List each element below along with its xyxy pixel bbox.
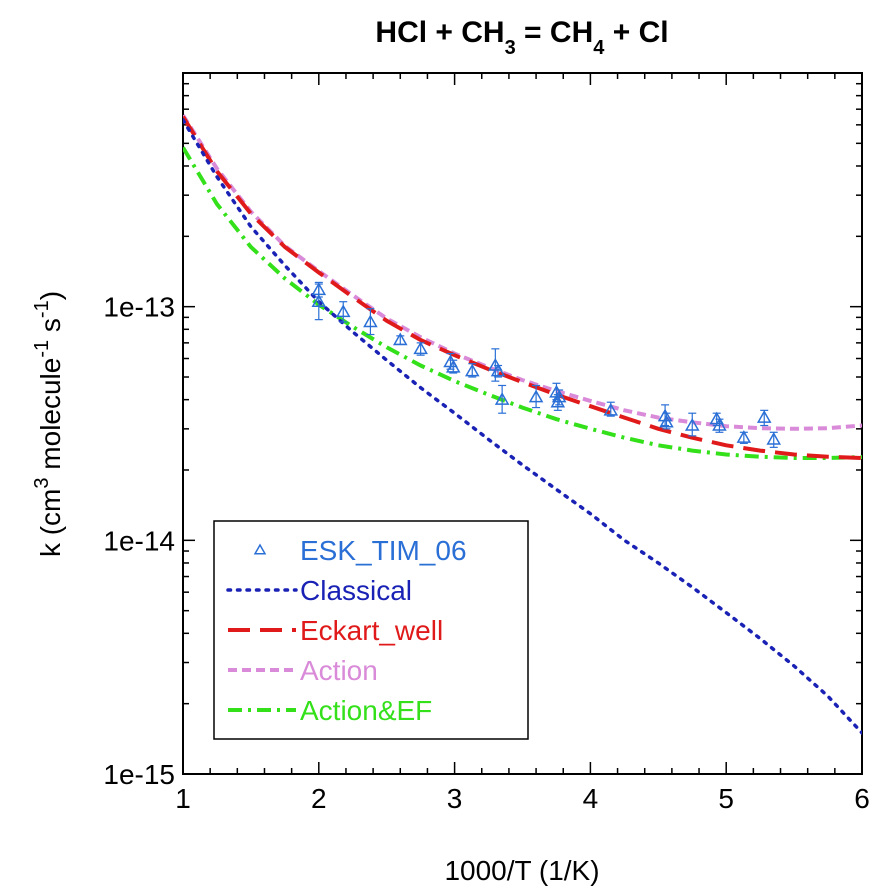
triangle-marker xyxy=(528,389,544,403)
axis-ticks xyxy=(182,73,863,775)
y-tick-label: 1e-14 xyxy=(103,525,175,556)
triangle-marker xyxy=(659,414,674,428)
series-line-action xyxy=(183,114,862,431)
data-point xyxy=(684,412,700,437)
x-tick-labels: 1 2 3 4 5 6 xyxy=(175,783,870,814)
data-point xyxy=(528,384,544,409)
triangle-marker xyxy=(363,314,378,328)
x-axis-title: 1000/T (1/K) xyxy=(444,855,599,886)
data-point xyxy=(392,332,408,346)
x-tick-label: 3 xyxy=(447,783,463,814)
triangle-marker xyxy=(657,408,673,422)
legend-label: ESK_TIM_06 xyxy=(300,535,467,566)
legend-item: Eckart_well xyxy=(228,615,443,646)
triangle-marker xyxy=(445,359,461,373)
triangle-marker xyxy=(464,363,480,377)
data-point xyxy=(445,359,461,374)
x-tick-label: 6 xyxy=(854,783,870,814)
legend-label: Classical xyxy=(300,575,412,606)
triangle-marker xyxy=(311,282,327,296)
x-tick-label: 4 xyxy=(583,783,599,814)
x-tick-label: 2 xyxy=(311,783,327,814)
triangle-marker xyxy=(766,432,782,445)
triangle-marker xyxy=(392,332,408,346)
data-point xyxy=(335,301,351,323)
data-point xyxy=(766,431,782,448)
legend-marker xyxy=(253,543,267,555)
triangle-marker xyxy=(712,418,727,431)
series-line-eckart-well xyxy=(183,115,862,460)
triangle-marker xyxy=(756,410,772,423)
legend-item: Classical xyxy=(226,575,412,606)
legend-label: Action xyxy=(300,655,378,686)
legend-item: Action xyxy=(228,655,378,686)
triangle-marker xyxy=(603,402,619,416)
series-line-classical xyxy=(183,118,862,735)
legend-label: Action&EF xyxy=(300,695,432,726)
data-point xyxy=(659,412,674,430)
legend-label: Eckart_well xyxy=(300,615,443,646)
triangle-marker xyxy=(413,341,428,355)
data-point xyxy=(490,363,506,378)
legend: ESK_TIM_06 Classical Eckart_well Action Acti… xyxy=(213,520,529,740)
triangle-marker xyxy=(490,363,506,377)
triangle-marker xyxy=(494,392,510,405)
data-point xyxy=(413,341,428,356)
x-tick-label: 1 xyxy=(175,783,191,814)
data-point xyxy=(494,384,510,414)
triangle-marker xyxy=(551,389,567,403)
data-point xyxy=(712,418,727,433)
data-point xyxy=(603,401,619,417)
data-point xyxy=(464,363,480,378)
y-tick-labels: 1e-15 1e-14 1e-13 xyxy=(103,292,175,790)
series-lines xyxy=(183,114,862,735)
triangle-marker xyxy=(335,304,351,318)
chart-title: HCl + CH3 = CH4 + Cl xyxy=(375,16,668,59)
data-point xyxy=(363,308,378,336)
data-point xyxy=(551,389,567,406)
experimental-points xyxy=(311,281,782,448)
triangle-marker xyxy=(311,294,327,307)
series-line-action-ef xyxy=(183,146,862,460)
plot-frame xyxy=(182,72,863,775)
y-tick-label: 1e-13 xyxy=(103,292,175,323)
y-axis-title: k (cm3 molecule-1 s-1) xyxy=(31,291,66,557)
legend-item: Action&EF xyxy=(228,695,432,726)
triangle-marker xyxy=(684,418,700,431)
data-point xyxy=(736,430,752,444)
data-point xyxy=(756,409,772,427)
triangle-marker xyxy=(736,430,752,443)
legend-item: ESK_TIM_06 xyxy=(253,535,467,566)
data-point xyxy=(311,281,327,298)
data-point xyxy=(657,404,673,427)
x-tick-label: 5 xyxy=(718,783,734,814)
y-tick-label: 1e-15 xyxy=(103,759,175,790)
